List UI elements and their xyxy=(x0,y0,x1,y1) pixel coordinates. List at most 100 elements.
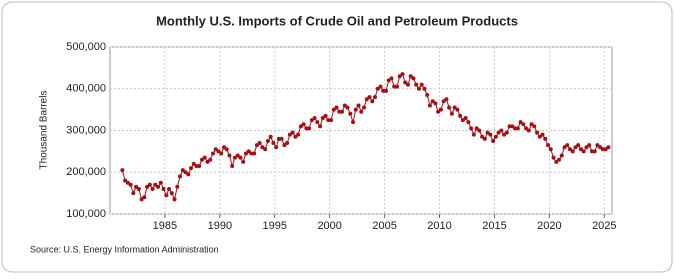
data-point xyxy=(419,82,424,87)
data-point xyxy=(510,124,515,129)
data-point xyxy=(515,126,520,131)
data-point xyxy=(268,134,273,139)
data-point xyxy=(364,97,369,102)
data-point xyxy=(408,74,413,79)
data-point xyxy=(161,186,166,191)
data-point xyxy=(587,143,592,148)
data-point xyxy=(191,161,196,166)
data-point xyxy=(573,145,578,150)
data-point xyxy=(394,84,399,89)
data-point xyxy=(318,124,323,129)
x-tick-label: 2025 xyxy=(592,220,616,232)
data-point xyxy=(241,159,246,164)
data-point xyxy=(452,105,457,110)
x-tick-label: 1995 xyxy=(263,220,287,232)
data-point xyxy=(351,120,356,125)
data-point xyxy=(411,76,416,81)
data-point xyxy=(400,72,405,77)
data-point xyxy=(326,118,331,123)
x-tick-label: 2015 xyxy=(482,220,506,232)
data-point xyxy=(353,107,358,112)
data-point xyxy=(312,115,317,120)
data-point xyxy=(359,109,364,114)
data-point xyxy=(595,143,600,148)
data-point xyxy=(389,76,394,81)
data-point xyxy=(265,138,270,143)
data-point xyxy=(362,105,367,110)
data-point xyxy=(213,147,218,152)
data-point xyxy=(529,122,534,127)
data-point xyxy=(232,155,237,160)
data-point xyxy=(474,126,479,131)
data-point xyxy=(433,101,438,106)
data-point xyxy=(502,132,507,137)
data-point xyxy=(562,145,567,150)
data-point xyxy=(304,126,309,131)
data-point xyxy=(598,145,603,150)
data-point xyxy=(331,107,336,112)
data-point xyxy=(606,145,611,150)
data-point xyxy=(254,143,259,148)
data-point xyxy=(230,163,235,168)
data-point xyxy=(309,118,314,123)
data-point xyxy=(499,128,504,133)
data-point xyxy=(548,147,553,152)
data-point xyxy=(197,163,202,168)
data-point xyxy=(334,105,339,110)
data-point xyxy=(142,195,147,200)
data-point xyxy=(274,145,279,150)
data-point xyxy=(570,149,575,154)
data-point xyxy=(378,84,383,89)
data-point xyxy=(485,130,490,135)
data-point xyxy=(219,151,224,156)
data-point xyxy=(438,107,443,112)
data-point xyxy=(375,86,380,91)
data-point xyxy=(427,103,432,108)
data-point xyxy=(123,178,128,183)
data-point xyxy=(345,105,350,110)
data-point xyxy=(199,157,204,162)
data-point xyxy=(216,149,221,154)
data-point xyxy=(367,95,372,100)
data-point xyxy=(194,163,199,168)
data-point xyxy=(285,141,290,146)
data-point xyxy=(172,197,177,202)
data-point xyxy=(397,74,402,79)
data-point xyxy=(603,147,608,152)
data-point xyxy=(180,168,185,173)
data-point xyxy=(158,180,163,185)
data-point xyxy=(383,88,388,93)
data-point xyxy=(282,143,287,148)
data-point xyxy=(482,136,487,141)
x-tick-label: 2020 xyxy=(537,220,561,232)
data-point xyxy=(342,103,347,108)
data-point xyxy=(337,109,342,114)
y-tick-label: 200,000 xyxy=(66,166,106,178)
data-point xyxy=(145,184,150,189)
data-point xyxy=(449,111,454,116)
data-point xyxy=(208,157,213,162)
data-point xyxy=(584,145,589,150)
data-point xyxy=(592,149,597,154)
data-point xyxy=(340,109,345,114)
data-point xyxy=(320,115,325,120)
data-point xyxy=(243,151,248,156)
data-point xyxy=(460,118,465,123)
data-point xyxy=(556,157,561,162)
y-tick-label: 300,000 xyxy=(66,124,106,136)
data-point xyxy=(540,132,545,137)
data-point xyxy=(356,103,361,108)
x-tick-label: 2005 xyxy=(372,220,396,232)
x-tick-label: 2000 xyxy=(317,220,341,232)
data-point xyxy=(600,147,605,152)
data-point xyxy=(252,151,257,156)
data-point xyxy=(458,113,463,118)
data-point xyxy=(518,120,523,125)
y-tick-label: 500,000 xyxy=(66,41,106,53)
plot-area xyxy=(109,46,613,215)
data-point xyxy=(202,155,207,160)
data-point xyxy=(559,153,564,158)
data-point xyxy=(227,153,232,158)
data-point xyxy=(370,99,375,104)
data-point xyxy=(551,155,556,160)
